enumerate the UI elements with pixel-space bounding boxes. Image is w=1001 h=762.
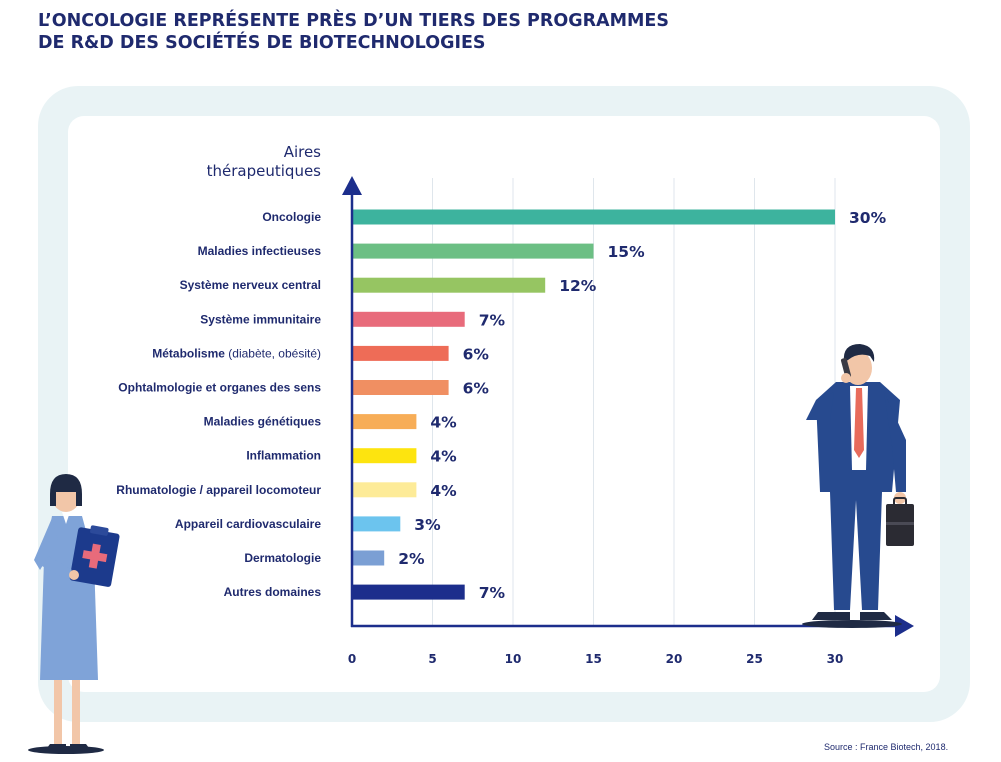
x-tick-labels: 0 5 10 15 20 25 30 (348, 652, 844, 666)
bar-7 (352, 414, 417, 430)
category-label-11: Dermatologie (244, 551, 321, 565)
chart-title: L’ONCOLOGIE REPRÉSENTE PRÈS D’UN TIERS D… (38, 10, 738, 54)
bar-6 (352, 380, 449, 395)
category-label-4: Système immunitaire (200, 312, 321, 326)
x-tick-label-10: 10 (505, 652, 522, 666)
y-axis (342, 176, 362, 627)
source-note: Source : France Biotech, 2018. (824, 742, 949, 752)
value-label-4: 7% (479, 311, 506, 329)
bar-12 (352, 584, 465, 600)
value-label-9: 4% (430, 482, 457, 500)
value-label-11: 2% (398, 550, 425, 568)
category-label-10: Appareil cardiovasculaire (175, 517, 321, 531)
x-tick-label-15: 15 (585, 652, 602, 666)
chart-title-line-1: L’ONCOLOGIE REPRÉSENTE PRÈS D’UN TIERS D… (38, 11, 669, 31)
y-axis-label-line-1: Aires (284, 143, 321, 161)
value-label-1: 30% (849, 209, 887, 227)
bar-4 (352, 311, 465, 327)
x-axis-arrow-icon (895, 615, 914, 637)
x-tick-label-5: 5 (428, 652, 436, 666)
bar-2 (352, 243, 594, 259)
category-label-9: Rhumatologie / appareil locomoteur (116, 483, 321, 497)
category-label-8: Inflammation (246, 449, 321, 463)
bar-11 (352, 550, 385, 566)
category-label-5: Métabolisme (diabète, obésité) (152, 346, 321, 360)
y-axis-label-line-2: thérapeutiques (207, 162, 322, 180)
bars (352, 209, 835, 600)
category-label-6: Ophtalmologie et organes des sens (118, 381, 321, 395)
y-axis-arrow-icon (342, 176, 362, 195)
category-label-3: Système nerveux central (180, 278, 321, 292)
bar-1 (352, 209, 835, 225)
value-label-12: 7% (479, 584, 506, 602)
category-label-2: Maladies infectieuses (198, 244, 322, 258)
x-tick-label-30: 30 (827, 652, 844, 666)
value-label-3: 12% (559, 277, 597, 295)
value-label-10: 3% (414, 516, 441, 534)
x-tick-label-20: 20 (666, 652, 683, 666)
category-labels: Oncologie Maladies infectieuses Système ne… (116, 210, 321, 599)
doctor-woman-illustration (28, 474, 120, 754)
x-tick-label-0: 0 (348, 652, 356, 666)
bar-10 (352, 516, 401, 532)
businessman-illustration (802, 344, 914, 628)
value-label-8: 4% (430, 448, 457, 466)
x-axis (351, 615, 914, 637)
bar-9 (352, 482, 417, 498)
x-tick-label-25: 25 (746, 652, 763, 666)
category-label-1: Oncologie (262, 210, 321, 224)
category-label-7: Maladies génétiques (204, 415, 322, 429)
value-label-5: 6% (463, 345, 490, 363)
bar-5 (352, 345, 449, 361)
bar-8 (352, 448, 417, 464)
value-label-2: 15% (608, 243, 646, 261)
value-label-6: 6% (463, 380, 490, 398)
value-labels: 30% 15% 12% 7% 6% 6% 4% 4% 4% 3% 2% 7% (398, 209, 886, 602)
chart-title-line-2: DE R&D DES SOCIÉTÉS DE BIOTECHNOLOGIES (38, 33, 486, 53)
value-label-7: 4% (430, 414, 457, 432)
category-label-12: Autres domaines (224, 585, 322, 599)
bar-3 (352, 277, 546, 293)
